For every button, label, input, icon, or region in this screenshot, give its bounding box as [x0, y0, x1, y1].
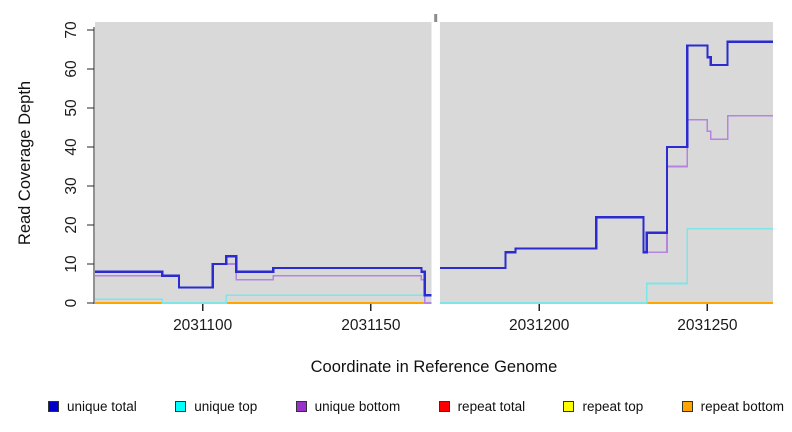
y-tick-label: 40 [63, 138, 80, 156]
coverage-plot-svg: 0 10 20 30 40 50 60 70 2031100 2031150 2031200 2031… [16, 14, 773, 376]
y-tick-label: 20 [63, 216, 80, 234]
x-axis-label: Coordinate in Reference Genome [311, 358, 558, 376]
y-axis-label: Read Coverage Depth [16, 81, 34, 245]
legend-swatch-icon [563, 401, 575, 412]
gap-band [431, 21, 440, 306]
x-tick-label: 2031250 [677, 317, 738, 334]
legend-label: unique bottom [314, 399, 401, 414]
legend-label: repeat total [457, 399, 526, 414]
series-line-unique-top [439, 228, 773, 304]
legend-item-repeat-bottom: repeat bottom [681, 399, 784, 414]
y-tick-label: 10 [63, 255, 80, 273]
legend-item-unique-top: unique top [175, 399, 257, 414]
y-tick-label: 50 [63, 99, 80, 117]
legend-swatch-icon [48, 401, 59, 412]
legend-item-repeat-top: repeat top [563, 399, 643, 414]
x-tick-label: 2031100 [173, 317, 233, 334]
legend-item-unique-bottom: unique bottom [295, 399, 401, 414]
legend-swatch-icon [681, 401, 693, 412]
legend-item-unique-total: unique total [48, 399, 137, 414]
y-tick-label: 30 [63, 177, 80, 195]
legend-swatch-icon [438, 401, 450, 412]
x-tick-label: 2031200 [509, 317, 570, 334]
y-tick-label: 0 [63, 298, 80, 307]
series-line-unique-total [95, 255, 432, 297]
legend-swatch-icon [295, 401, 307, 412]
y-tick-label: 60 [63, 60, 80, 78]
legend-label: repeat top [582, 399, 644, 414]
legend-item-repeat-total: repeat total [438, 399, 526, 414]
legend-label: unique top [194, 399, 258, 414]
series-layer [95, 40, 773, 304]
legend: unique total unique top unique bottom repea… [48, 399, 784, 414]
legend-label: repeat bottom [700, 399, 784, 414]
legend-swatch-icon [175, 401, 187, 412]
x-tick-label: 2031150 [341, 317, 401, 334]
series-line-unique-top [95, 294, 432, 304]
legend-label: unique total [67, 399, 137, 414]
y-tick-label: 70 [63, 21, 80, 39]
missing-data-gap-band [431, 14, 440, 306]
gap-top-tick [434, 14, 438, 22]
axes-layer: 0 10 20 30 40 50 60 70 2031100 2031150 2031200 2031… [63, 21, 738, 334]
series-line-unique-total [439, 40, 773, 269]
